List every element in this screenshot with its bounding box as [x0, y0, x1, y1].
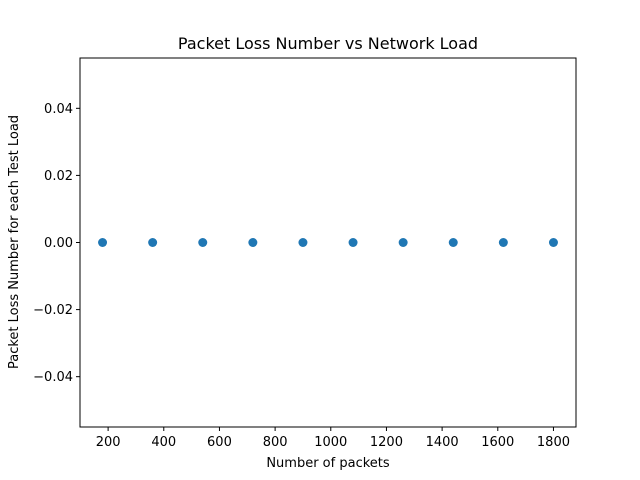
x-tick-label: 1600 [481, 435, 514, 450]
y-tick-label: −0.02 [33, 303, 73, 318]
data-point [398, 238, 408, 247]
x-tick-label: 400 [151, 435, 176, 450]
data-points [98, 238, 558, 247]
data-point [98, 238, 108, 247]
y-tick-label: 0.04 [44, 102, 73, 117]
x-tick-label: 800 [263, 435, 288, 450]
plot-area-frame [79, 57, 577, 428]
y-axis-ticks: −0.04 −0.02 0.00 0.02 0.04 [33, 102, 80, 385]
data-point [548, 238, 558, 247]
x-axis-label: Number of packets [266, 456, 390, 471]
data-point [498, 238, 508, 247]
x-tick-label: 1200 [370, 435, 403, 450]
chart-title: Packet Loss Number vs Network Load [178, 34, 478, 53]
x-tick-label: 1000 [314, 435, 347, 450]
data-point [198, 238, 208, 247]
x-tick-label: 1400 [426, 435, 459, 450]
y-tick-label: −0.04 [33, 370, 73, 385]
x-tick-label: 1800 [537, 435, 570, 450]
data-point [348, 238, 358, 247]
data-point [298, 238, 308, 247]
x-tick-label: 200 [96, 435, 121, 450]
data-point [248, 238, 258, 247]
y-axis-label: Packet Loss Number for each Test Load [7, 115, 22, 369]
y-tick-label: 0.00 [44, 236, 73, 251]
y-tick-label: 0.02 [44, 169, 73, 184]
x-axis-ticks: 200 400 600 800 1000 1200 1400 1600 1800 [96, 427, 570, 450]
data-point [148, 238, 158, 247]
data-point [448, 238, 458, 247]
x-tick-label: 600 [207, 435, 232, 450]
